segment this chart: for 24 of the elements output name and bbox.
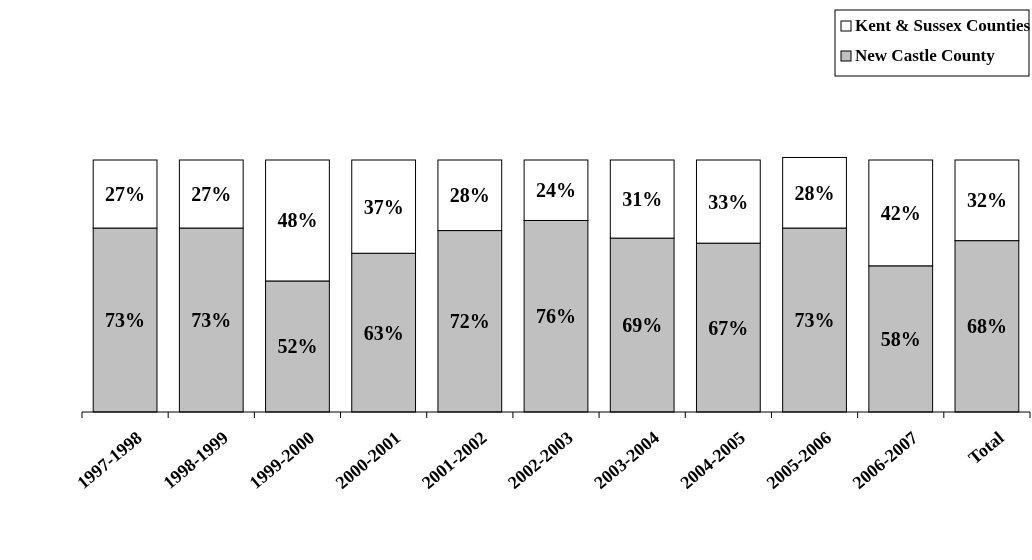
data-label: 73% — [191, 309, 232, 332]
data-label: 68% — [966, 315, 1007, 338]
data-label: 63% — [363, 321, 404, 344]
data-label: 73% — [794, 309, 835, 332]
legend-label: New Castle County — [855, 46, 996, 65]
data-label: 27% — [191, 183, 232, 206]
data-label: 37% — [363, 195, 404, 218]
data-label: 33% — [708, 190, 749, 213]
data-label: 48% — [277, 209, 318, 232]
data-label: 31% — [622, 188, 663, 211]
data-label: 28% — [794, 181, 835, 204]
data-label: 42% — [880, 201, 921, 224]
data-label: 27% — [105, 183, 146, 206]
data-label: 72% — [449, 310, 490, 333]
data-label: 28% — [449, 184, 490, 207]
data-label: 76% — [536, 305, 576, 328]
data-label: 58% — [880, 327, 921, 350]
data-label: 67% — [708, 316, 749, 339]
data-label: 24% — [536, 179, 576, 202]
data-label: 69% — [622, 314, 663, 337]
data-label: 32% — [966, 189, 1007, 212]
data-label: 52% — [277, 335, 318, 358]
data-label: 73% — [105, 309, 146, 332]
legend-label: Kent & Sussex Counties — [855, 16, 1031, 35]
